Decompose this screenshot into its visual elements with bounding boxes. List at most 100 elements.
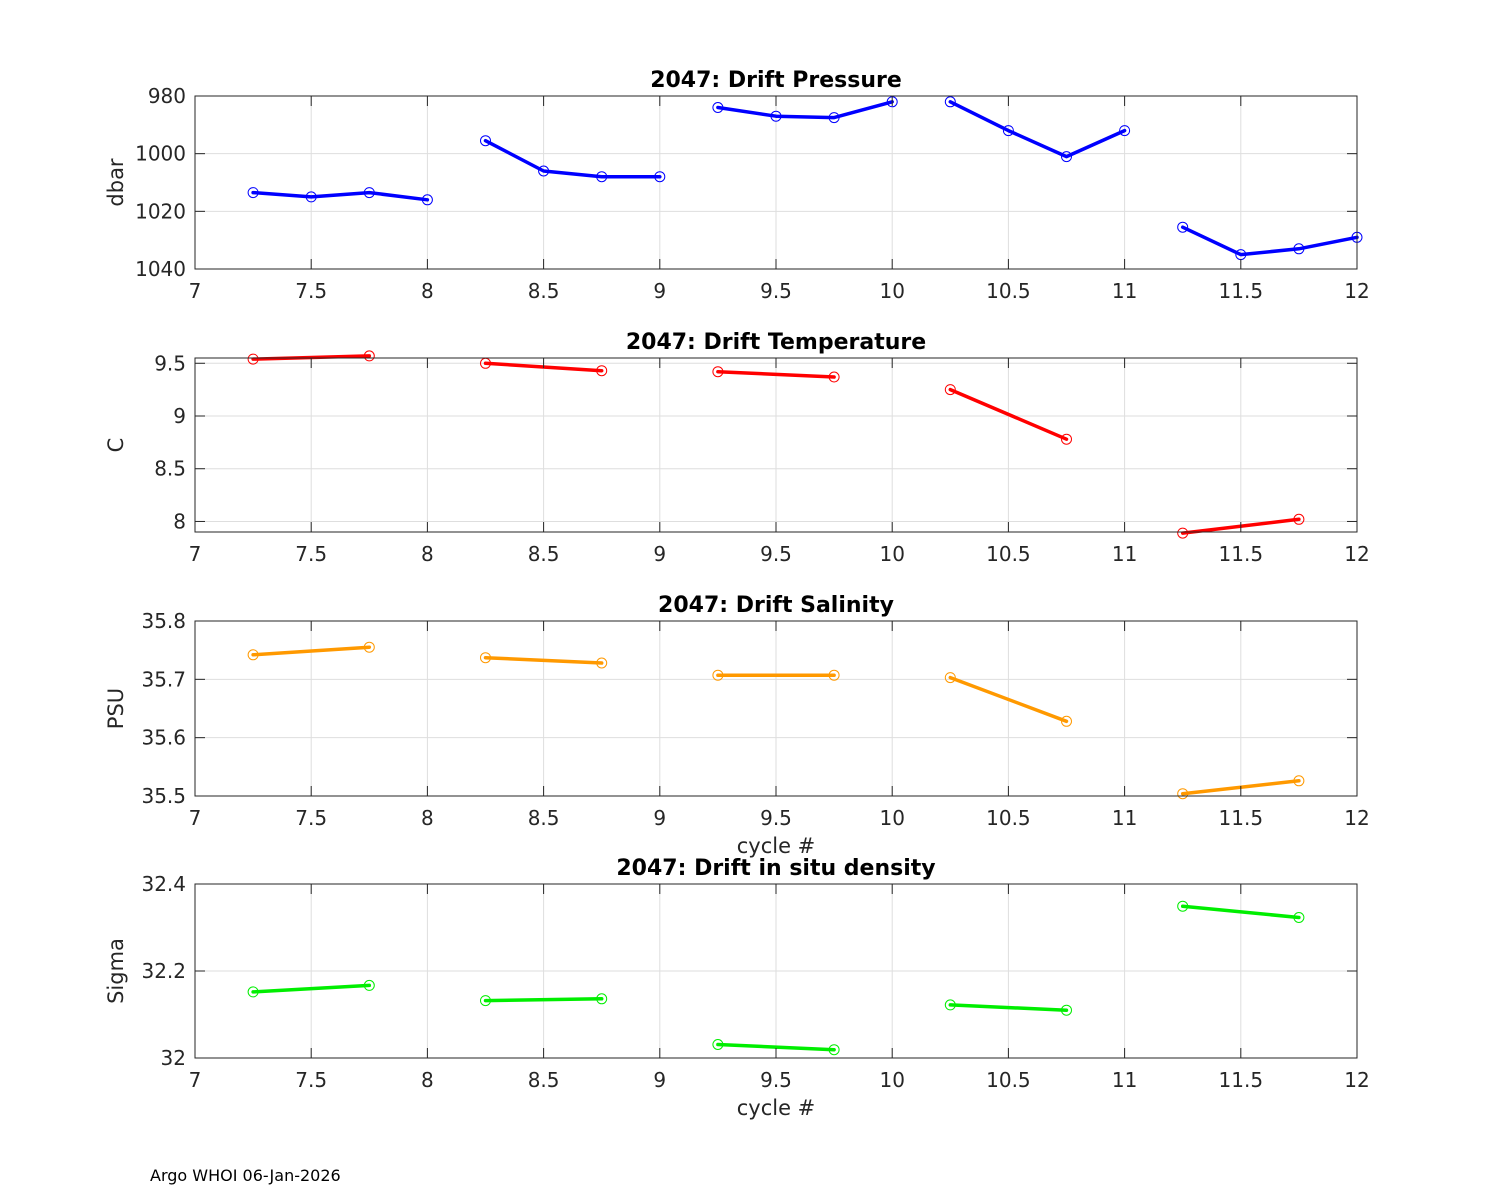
pressure-series-line-4 [948, 100, 1127, 159]
salinity-data-point [363, 641, 375, 653]
temperature-x-tick-label: 12 [1344, 542, 1369, 566]
density-x-tick-label: 8.5 [528, 1068, 560, 1092]
temperature-x-tick-label: 7 [189, 542, 202, 566]
pressure-data-point [1002, 125, 1014, 137]
salinity-x-tick-label: 11.5 [1219, 806, 1264, 830]
temperature-data-point [828, 371, 840, 383]
density-series-line-5 [1180, 904, 1301, 920]
pressure-data-point [1177, 221, 1189, 233]
density-y-tick-label: 32.4 [141, 872, 186, 896]
pressure-y-tick-label: 1020 [135, 199, 186, 223]
pressure-series-line-1 [251, 190, 430, 202]
temperature-x-tick-label: 10.5 [986, 542, 1031, 566]
temperature-data-point [1061, 433, 1072, 445]
pressure-data-point [596, 171, 608, 183]
pressure-series-line-2 [483, 138, 662, 179]
pressure-data-point [828, 112, 840, 124]
pressure-data-point [421, 194, 433, 206]
density-x-tick-label: 11.5 [1219, 1068, 1264, 1092]
pressure-data-point [1293, 243, 1305, 255]
density-x-tick-label: 7.5 [295, 1068, 327, 1092]
density-data-point [1177, 900, 1189, 912]
salinity-data-point [596, 657, 608, 669]
pressure-series-line-5 [1180, 225, 1359, 257]
salinity-y-tick-label: 35.8 [141, 609, 186, 633]
pressure-data-point [1061, 151, 1072, 163]
temperature-data-point [1293, 513, 1305, 525]
pressure-chart-title: 2047: Drift Pressure [650, 68, 902, 93]
pressure-x-tick-label: 11 [1112, 279, 1137, 303]
pressure-data-point [363, 187, 375, 199]
temperature-x-tick-label: 11 [1112, 542, 1137, 566]
salinity-x-tick-label: 9 [653, 806, 666, 830]
temperature-series-line-3 [716, 369, 836, 379]
density-chart-title: 2047: Drift in situ density [616, 856, 935, 881]
temperature-data-point [247, 353, 259, 365]
salinity-data-point [1293, 775, 1305, 787]
salinity-y-tick-label: 35.7 [141, 667, 186, 691]
salinity-series-line-4 [948, 675, 1069, 724]
temperature-data-point [712, 366, 724, 378]
pressure-y-axis-label: dbar [104, 158, 128, 207]
pressure-y-tick-label: 980 [148, 84, 186, 108]
temperature-chart-title: 2047: Drift Temperature [626, 330, 926, 355]
panel-salinity: 7 7.5 8 8.5 9 9.5 10 10.5 11 11.5 12 35.5 35.6 35.7 35… [104, 593, 1370, 858]
footer-text: Argo WHOI 06-Jan-2026 [150, 1166, 341, 1185]
pressure-series-line-3 [716, 100, 894, 120]
salinity-data-point [247, 649, 259, 661]
density-data-point [596, 993, 608, 1005]
density-x-tick-label: 12 [1344, 1068, 1369, 1092]
salinity-y-tick-label: 35.6 [141, 726, 186, 750]
pressure-y-tick-label: 1040 [135, 257, 186, 281]
temperature-x-tick-label: 9.5 [760, 542, 792, 566]
density-data-point [363, 979, 375, 991]
panel-density: 7 7.5 8 8.5 9 9.5 10 10.5 11 11.5 12 32 32.2 32.4 2047… [104, 856, 1370, 1120]
salinity-x-tick-label: 9.5 [760, 806, 792, 830]
density-x-tick-label: 7 [189, 1068, 202, 1092]
density-x-tick-label: 9.5 [760, 1068, 792, 1092]
density-data-point [247, 986, 259, 998]
temperature-y-tick-label: 8 [173, 509, 186, 533]
salinity-x-tick-label: 10.5 [986, 806, 1031, 830]
panel-pressure: 7 7.5 8 8.5 9 9.5 10 10.5 11 11.5 12 980 1000 1020 104… [104, 68, 1370, 303]
density-x-tick-label: 11 [1112, 1068, 1137, 1092]
pressure-x-tick-label: 11.5 [1219, 279, 1264, 303]
density-data-point [1061, 1004, 1072, 1016]
density-x-tick-label: 8 [421, 1068, 434, 1092]
salinity-data-point [828, 669, 840, 681]
pressure-x-tick-label: 10 [879, 279, 904, 303]
density-y-tick-label: 32.2 [141, 959, 186, 983]
pressure-data-point [944, 96, 956, 108]
salinity-x-tick-label: 8.5 [528, 806, 560, 830]
temperature-series-line-4 [948, 387, 1069, 441]
temperature-data-point [596, 365, 608, 377]
density-data-point [944, 999, 956, 1011]
pressure-x-tick-label: 7.5 [295, 279, 327, 303]
pressure-data-point [247, 187, 259, 199]
density-data-point [480, 995, 491, 1007]
salinity-data-point [480, 652, 491, 664]
salinity-x-tick-label: 8 [421, 806, 434, 830]
pressure-x-tick-label: 10.5 [986, 279, 1031, 303]
panel-temperature: 7 7.5 8 8.5 9 9.5 10 10.5 11 11.5 12 8 8.5 9 9.5 2047: … [104, 330, 1370, 566]
salinity-x-tick-label: 11 [1112, 806, 1137, 830]
temperature-y-axis-label: C [104, 438, 128, 453]
density-series-line-1 [251, 983, 372, 994]
density-series-line-4 [948, 1003, 1069, 1012]
pressure-data-point [538, 165, 550, 177]
temperature-x-tick-label: 10 [879, 542, 904, 566]
salinity-chart-title: 2047: Drift Salinity [658, 593, 894, 618]
pressure-x-tick-label: 8 [421, 279, 434, 303]
salinity-x-axis-label: cycle # [737, 834, 816, 858]
salinity-data-point [944, 672, 956, 684]
salinity-series-line-1 [251, 645, 372, 657]
pressure-data-point [480, 135, 491, 147]
temperature-y-tick-label: 9.5 [154, 351, 186, 375]
salinity-x-tick-label: 7.5 [295, 806, 327, 830]
temperature-y-tick-label: 9 [173, 404, 186, 428]
temperature-x-tick-label: 9 [653, 542, 666, 566]
density-x-axis-label: cycle # [737, 1096, 816, 1120]
temperature-x-tick-label: 11.5 [1219, 542, 1264, 566]
pressure-x-tick-label: 9.5 [760, 279, 792, 303]
